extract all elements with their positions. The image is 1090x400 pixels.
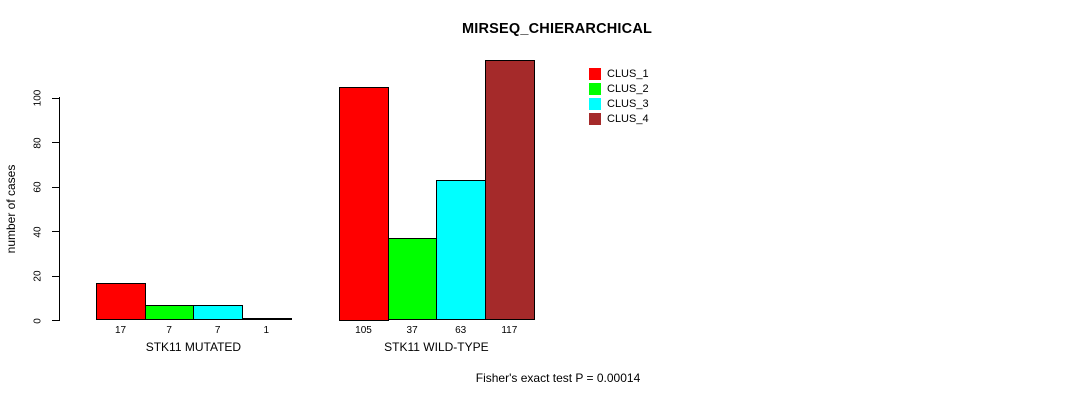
bar-value-label: 117 xyxy=(501,325,518,336)
y-axis-tick-label: 0 xyxy=(32,317,44,324)
bar-clus-4-stk11-wild-type xyxy=(485,60,535,321)
caption-fishers-test: Fisher's exact test P = 0.00014 xyxy=(475,371,641,385)
bar-clus-1-stk11-mutated xyxy=(96,282,146,321)
bar-value-label: 37 xyxy=(406,325,418,336)
y-axis-tick xyxy=(52,186,59,188)
y-axis-label: number of cases xyxy=(4,164,18,254)
legend-item-clus-3: CLUS_3 xyxy=(589,96,649,111)
x-category-label-stk11-mutated: STK11 MUTATED xyxy=(145,340,242,354)
bar-clus-2-stk11-mutated xyxy=(144,304,195,321)
legend-label: CLUS_4 xyxy=(607,113,649,126)
bar-value-label: 7 xyxy=(214,325,221,336)
legend-label: CLUS_3 xyxy=(607,97,649,110)
y-axis-tick-label: 80 xyxy=(32,136,44,149)
bar-value-label: 105 xyxy=(355,325,372,336)
y-axis-line xyxy=(59,97,60,321)
y-axis-tick-label: 100 xyxy=(32,89,44,107)
y-axis-tick-label: 20 xyxy=(32,270,44,282)
legend-item-clus-1: CLUS_1 xyxy=(589,66,649,81)
y-axis-tick xyxy=(52,231,59,232)
legend-label: CLUS_1 xyxy=(607,67,649,80)
legend-swatch-clus-1 xyxy=(589,67,601,80)
bar-clus-2-stk11-wild-type xyxy=(387,238,438,321)
y-axis-tick xyxy=(52,142,59,143)
chart-title: MIRSEQ_CHIERARCHICAL xyxy=(461,21,653,37)
bar-clus-1-stk11-wild-type xyxy=(339,86,389,321)
y-axis-tick-label: 60 xyxy=(32,181,44,193)
legend-item-clus-4: CLUS_4 xyxy=(589,112,649,127)
legend: CLUS_1 CLUS_2 CLUS_3 CLUS_4 xyxy=(589,66,649,127)
y-axis-tick xyxy=(52,320,59,321)
legend-swatch-clus-3 xyxy=(589,97,601,110)
bar-clus-3-stk11-mutated xyxy=(193,304,243,321)
y-axis-tick xyxy=(52,275,59,277)
legend-label: CLUS_2 xyxy=(607,82,649,95)
legend-item-clus-2: CLUS_2 xyxy=(589,81,649,96)
bar-value-label: 7 xyxy=(166,325,172,336)
bar-value-label: 17 xyxy=(114,325,127,336)
y-axis-tick xyxy=(52,97,59,99)
legend-swatch-clus-2 xyxy=(589,82,601,95)
x-category-label-stk11-wild-type: STK11 WILD-TYPE xyxy=(384,340,489,354)
bar-value-label: 1 xyxy=(263,325,270,336)
y-axis-tick-label: 40 xyxy=(32,225,44,238)
legend-swatch-clus-4 xyxy=(589,113,601,126)
bar-clus-4-stk11-mutated xyxy=(242,318,292,321)
bar-clus-3-stk11-wild-type xyxy=(436,180,486,321)
bar-value-label: 63 xyxy=(455,325,467,336)
